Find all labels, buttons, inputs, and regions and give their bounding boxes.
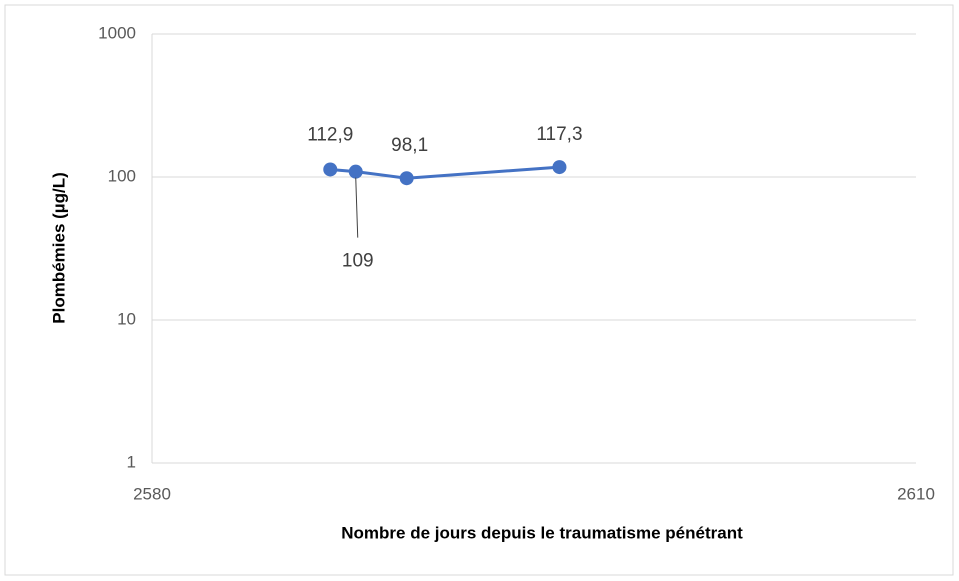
y-tick-label: 10: [117, 309, 136, 328]
data-label: 112,9: [307, 124, 353, 145]
x-tick-label: 2610: [897, 484, 935, 503]
data-label: 117,3: [536, 124, 582, 145]
y-tick-label: 1000: [98, 23, 136, 42]
marker: [399, 171, 414, 186]
marker: [552, 160, 567, 175]
y-tick-label: 1: [127, 452, 136, 471]
x-axis-label: Nombre de jours depuis le traumatisme pé…: [341, 523, 743, 542]
marker: [348, 164, 363, 179]
data-label: 98,1: [391, 135, 428, 156]
line: [330, 165, 560, 180]
x-tick-label: 2580: [133, 484, 171, 503]
marker: [323, 162, 338, 177]
y-tick-label: 100: [108, 166, 136, 185]
y-axis-label: Plombémies (µg/L): [49, 172, 68, 323]
data-label: 109: [342, 251, 374, 272]
leader-line: [355, 177, 359, 238]
chart-frame: [4, 4, 954, 576]
